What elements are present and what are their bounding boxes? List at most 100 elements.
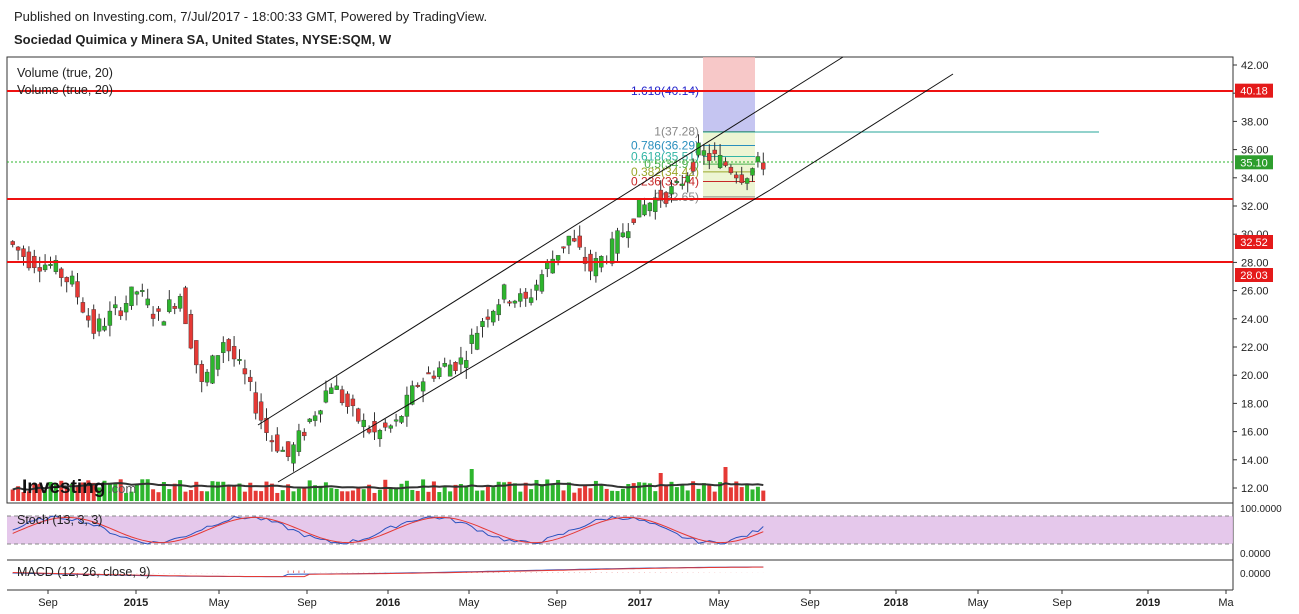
price-tags: 40.18 35.10 32.52 28.03 xyxy=(1235,83,1273,282)
price-tick-label: 28.00 xyxy=(1241,257,1269,269)
volume-bar xyxy=(80,482,85,501)
volume-bar xyxy=(739,487,744,501)
candle-body xyxy=(680,183,685,186)
volume-bar xyxy=(118,479,123,501)
channel-outer-line[interactable] xyxy=(769,73,954,191)
time-tick-label: May xyxy=(709,597,730,609)
volume-bar xyxy=(394,487,399,501)
channel-upper-line[interactable] xyxy=(257,56,844,426)
volume-bar xyxy=(37,483,42,501)
candle-body xyxy=(669,186,674,195)
volume-bar xyxy=(97,487,102,501)
candle-body xyxy=(231,346,237,360)
volume-bar xyxy=(64,488,69,501)
candle-body xyxy=(118,310,123,317)
volume-bar xyxy=(674,487,679,501)
volume-bar xyxy=(340,491,345,501)
candle-body xyxy=(496,304,501,316)
candle-body xyxy=(172,306,177,309)
volume-bar xyxy=(647,483,652,501)
volume-bar xyxy=(637,482,642,501)
time-tick-label: 2018 xyxy=(884,597,908,609)
candle-body xyxy=(69,275,75,285)
volume-bar xyxy=(232,485,237,501)
volume-bar xyxy=(334,488,339,501)
time-tick-label: Sep xyxy=(297,597,317,609)
time-tick-label: Sep xyxy=(800,597,820,609)
volume-bar xyxy=(291,491,296,501)
price-tick-label: 42.00 xyxy=(1241,60,1269,72)
volume-bar xyxy=(388,488,393,501)
candle-body xyxy=(528,297,534,303)
volume-bar xyxy=(194,481,199,501)
volume-bar xyxy=(323,482,328,501)
volume-bar xyxy=(496,481,501,501)
volume-bar xyxy=(86,480,91,501)
volume-bar xyxy=(556,479,561,501)
candle-body xyxy=(366,428,372,433)
candle-body xyxy=(167,299,172,312)
volume-bar xyxy=(437,492,442,501)
candle-body xyxy=(248,376,253,382)
price-tag-bg xyxy=(1235,155,1273,170)
volume-bar xyxy=(566,482,571,501)
volume-bar xyxy=(712,491,717,501)
volume-bar xyxy=(523,482,528,501)
price-tag: 35.10 xyxy=(1240,157,1268,169)
volume-bar xyxy=(161,481,166,501)
published-info: Published on Investing.com, 7/Jul/2017 -… xyxy=(14,9,488,24)
volume-bar xyxy=(48,481,53,501)
candle-body xyxy=(734,174,739,179)
candle-body xyxy=(674,181,680,184)
volume-bar xyxy=(178,480,183,501)
volume-bar xyxy=(529,489,534,501)
volume-label-1: Volume (true, 20) xyxy=(17,66,113,80)
candle-body xyxy=(447,364,453,377)
candle-body xyxy=(291,444,296,464)
price-tag-bg xyxy=(1235,268,1273,282)
volume-bar xyxy=(518,491,523,501)
candle-body xyxy=(113,304,118,309)
price-tag-bg xyxy=(1235,235,1273,249)
fib-retracement-zone xyxy=(703,132,755,198)
volume-bar xyxy=(329,488,334,501)
volume-bar xyxy=(372,492,377,501)
candle-body xyxy=(296,430,302,452)
volume-bar xyxy=(620,488,625,501)
candle-body xyxy=(123,303,129,313)
candle-body xyxy=(10,241,15,245)
volume-bar xyxy=(761,490,766,501)
volume-bar xyxy=(205,491,210,501)
candle-body xyxy=(420,381,426,392)
volume-bar xyxy=(113,483,118,501)
candle-body xyxy=(96,318,102,332)
macd-axis-zero: 0.0000 xyxy=(1240,569,1271,580)
volume-bar xyxy=(172,483,177,501)
fib-level-label: 1(37.28) xyxy=(654,125,699,139)
candle-body xyxy=(237,359,242,361)
channel-lower-line[interactable] xyxy=(277,189,771,483)
candle-body xyxy=(26,251,32,269)
candle-body xyxy=(329,387,334,394)
volume-bar xyxy=(507,481,512,501)
symbol-title: Sociedad Quimica y Minera SA, United Sta… xyxy=(14,32,392,47)
price-tag-bg xyxy=(1235,83,1273,98)
candle-body xyxy=(431,375,437,379)
candle-body xyxy=(215,355,221,370)
candle-body xyxy=(453,362,458,371)
volume-bar xyxy=(107,482,112,501)
volume-bar xyxy=(421,479,426,501)
candle-body xyxy=(480,321,485,327)
volume-bar xyxy=(221,481,226,501)
volume-bar xyxy=(302,486,307,501)
time-tick-label: Sep xyxy=(1052,597,1072,609)
candle-body xyxy=(653,197,658,212)
volume-bar xyxy=(707,485,712,501)
price-tag: 32.52 xyxy=(1240,237,1268,249)
candle-body xyxy=(339,389,345,404)
stoch-axis-bottom: 0.0000 xyxy=(1240,549,1271,560)
volume-bar xyxy=(534,479,539,501)
candle-body xyxy=(572,238,577,242)
candle-body xyxy=(750,168,755,176)
